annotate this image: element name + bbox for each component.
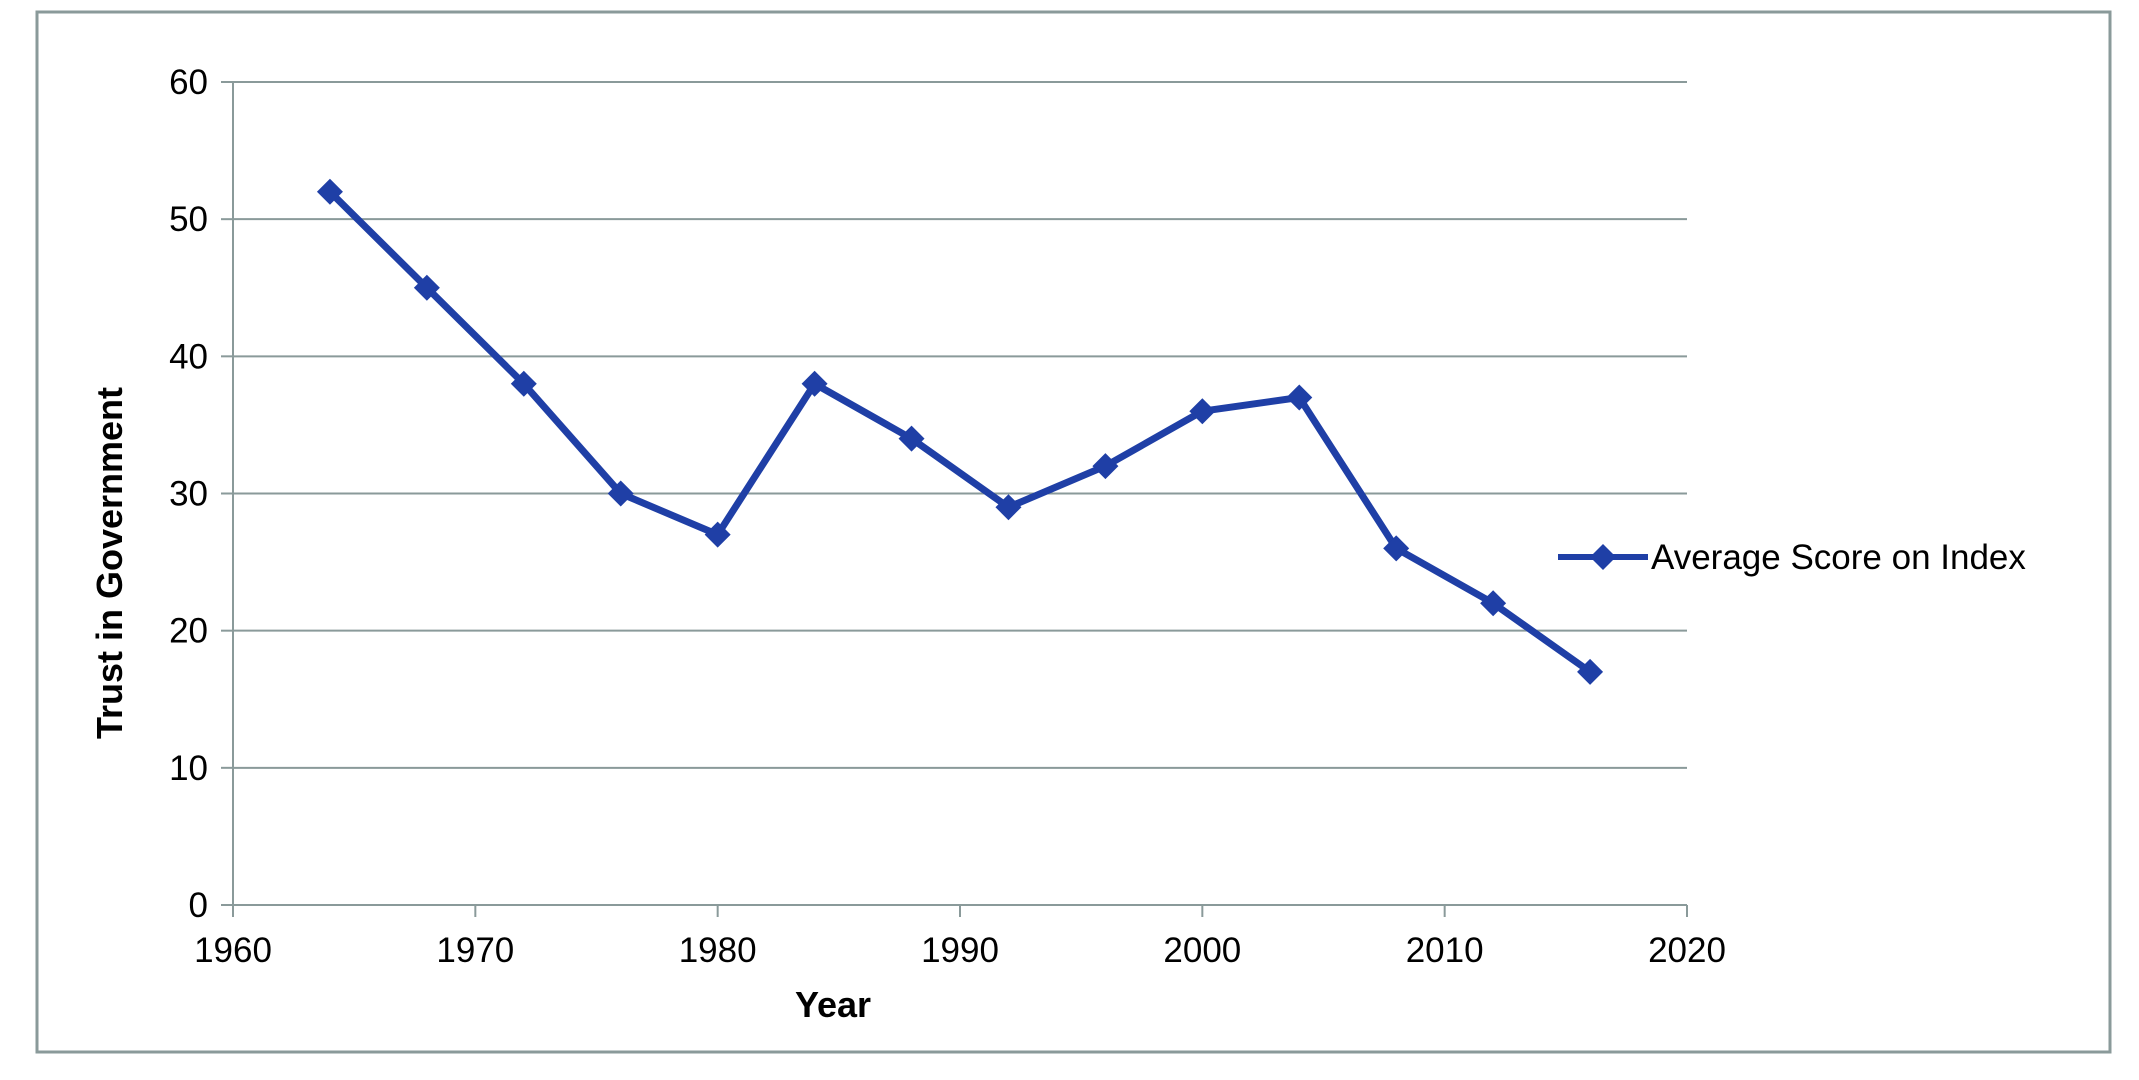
series-layer [316, 178, 1604, 685]
chart-border [35, 10, 2112, 1054]
data-point [1189, 398, 1216, 425]
y-tick-label: 30 [169, 475, 208, 514]
data-point [995, 494, 1022, 521]
axes [221, 81, 1688, 917]
x-tick-label: 1970 [436, 931, 514, 970]
x-tick-label: 1980 [679, 931, 757, 970]
y-tick-label: 40 [169, 337, 208, 376]
x-axis-title: Year [795, 984, 871, 1025]
data-point [413, 274, 440, 301]
data-point [801, 370, 828, 397]
x-tick-label: 1960 [194, 931, 272, 970]
data-point [1383, 535, 1410, 562]
y-tick-label: 10 [169, 749, 208, 788]
y-tick-label: 0 [189, 886, 208, 925]
data-point [316, 178, 343, 205]
tick-labels: 0 10 20 30 40 50 60 1960 1970 1980 1990 2000 2010 202… [169, 63, 1726, 970]
legend-marker [1590, 544, 1616, 570]
y-tick-label: 50 [169, 200, 208, 239]
y-tick-label: 60 [169, 63, 208, 102]
y-tick-label: 20 [169, 612, 208, 651]
x-tick-label: 2020 [1648, 931, 1726, 970]
legend-label: Average Score on Index [1651, 538, 2026, 577]
grid-lines [233, 81, 1687, 769]
data-point [1577, 658, 1604, 685]
y-axis-title: Trust in Government [89, 387, 130, 739]
data-point [1286, 384, 1313, 411]
data-point [704, 521, 731, 548]
data-point [607, 480, 634, 507]
data-point [510, 370, 537, 397]
legend: Average Score on Index [1558, 538, 2026, 577]
series-line [327, 189, 1593, 675]
data-point [1480, 590, 1507, 617]
x-tick-label: 2010 [1406, 931, 1484, 970]
data-point [1092, 453, 1119, 480]
x-tick-label: 2000 [1163, 931, 1241, 970]
data-point [898, 425, 925, 452]
x-tick-label: 1990 [921, 931, 999, 970]
